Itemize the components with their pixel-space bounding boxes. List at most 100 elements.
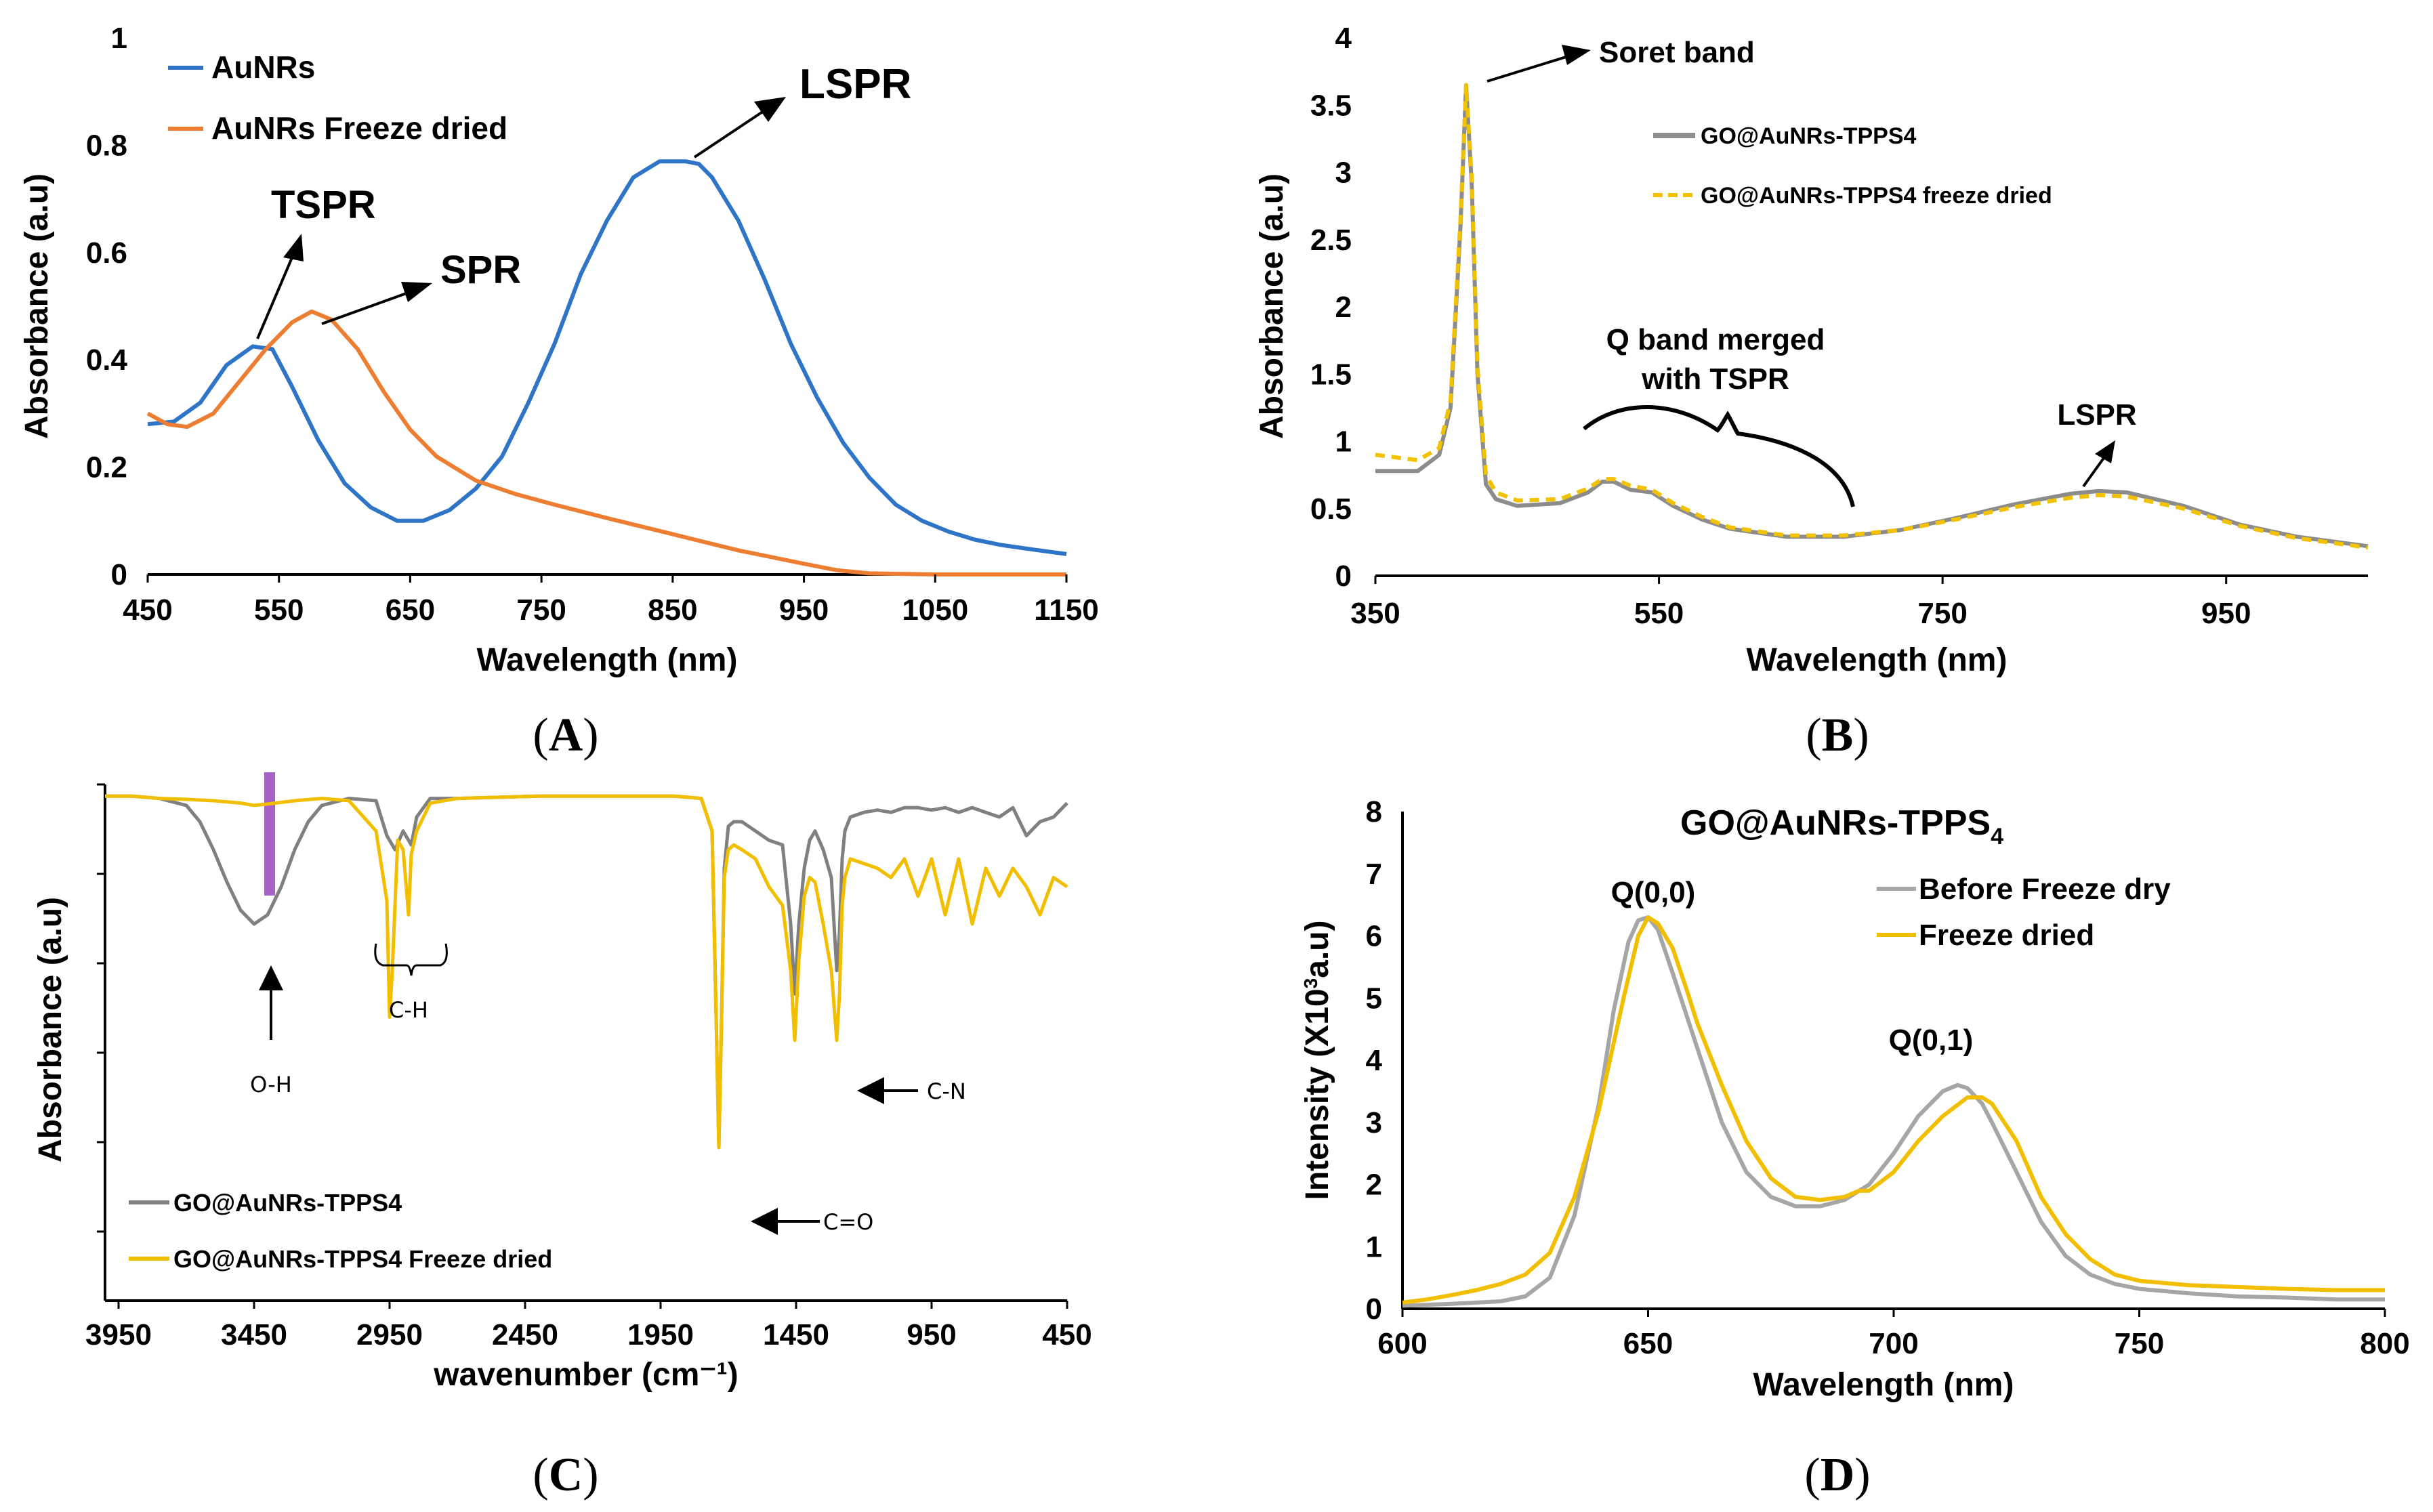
panel-a-x-tick-label: 850 — [648, 593, 697, 627]
panel-d-title-sub: 4 — [1991, 824, 2003, 849]
panel-a-legend-aunrs: AuNRs — [211, 49, 315, 85]
panel-c-x-tick-label: 3950 — [85, 1318, 152, 1351]
panel-a-series-2 — [146, 309, 1066, 576]
panel-a-spr-label: SPR — [440, 248, 521, 292]
panel-b-y-tick-label: 4 — [1335, 22, 1352, 55]
panel-d-y-tick-label: 0 — [1366, 1293, 1382, 1326]
panel-c-x-tick-label: 950 — [907, 1318, 956, 1351]
panel-b-soret-arrow-line — [1486, 54, 1571, 83]
panel-c-y-label: Absorbance (a.u) — [33, 897, 68, 1162]
panel-d-y-label: Intensity (X103a.u) — [1299, 920, 1335, 1200]
panel-c-caption: (C) — [533, 1449, 598, 1501]
panel-c-cn-label: C-N — [927, 1078, 966, 1104]
panel-b-qband-label-2: with TSPR — [1641, 362, 1789, 396]
panel-d-y-tick-label: 5 — [1366, 982, 1382, 1015]
panel-d-y-tick-label: 1 — [1366, 1230, 1382, 1263]
panel-b-x-label: Wavelength (nm) — [1747, 642, 2008, 678]
panel-b-legend-1: GO@AuNRs-TPPS4 — [1701, 123, 1917, 149]
panel-d-y-tick-label: 7 — [1366, 858, 1382, 891]
panel-b-caption: (B) — [1806, 709, 1869, 761]
panel-a-y-tick-label: 0 — [111, 558, 127, 591]
panel-c-cn-arrowhead — [857, 1077, 884, 1104]
panel-c-co-arrowhead — [751, 1208, 778, 1235]
panel-d-series-1 — [1402, 915, 2385, 1308]
panel-a-lspr-label: LSPR — [799, 61, 911, 108]
panel-a: 450 550 650 750 850 950 1050 1150 0 0.2 0.4 0.6 0.8 1… — [19, 22, 1099, 761]
panel-d-y-label-pre: Intensity (X10 — [1299, 988, 1335, 1200]
panel-c-x-tick-label: 450 — [1042, 1318, 1091, 1351]
panel-a-y-label: Absorbance (a.u) — [19, 173, 55, 439]
panel-b: 350 550 750 950 0 0.5 1 1.5 2 2.5 3 3.5 4 Wavelength… — [1254, 22, 2369, 761]
panel-a-y-tick-label: 1 — [111, 22, 127, 55]
panel-d-title: GO@AuNRs-TPPS4 — [1680, 803, 2003, 849]
panel-a-y-tick-label: 0.8 — [86, 129, 127, 162]
panel-d-y-tick-label: 8 — [1366, 795, 1382, 828]
panel-c-x-tick-label: 2450 — [492, 1318, 558, 1351]
panel-a-lspr-arrowhead — [754, 97, 786, 122]
panel-c: 3950 3450 2950 2450 1950 1450 950 450 wavenumbe… — [33, 772, 1092, 1501]
panel-b-y-tick-label: 0.5 — [1310, 492, 1352, 526]
panel-b-y-tick-label: 3.5 — [1310, 89, 1352, 122]
panel-b-series-2 — [1375, 83, 2369, 550]
panel-b-y-tick-label: 3 — [1335, 156, 1352, 190]
panel-a-x-tick-label: 650 — [386, 593, 435, 627]
panel-b-caption-letter: B — [1822, 709, 1854, 761]
panel-b-x-tick-label: 950 — [2201, 597, 2251, 630]
panel-b-y-tick-label: 0 — [1335, 560, 1352, 593]
panel-a-y-tick-label: 0.4 — [86, 343, 128, 377]
panel-c-series-1 — [105, 794, 1068, 1150]
panel-d-legend-2: Freeze dried — [1919, 919, 2094, 952]
panel-a-lspr-arrow-line — [693, 108, 767, 159]
panel-c-ch-bracket — [374, 943, 448, 976]
panel-a-x-tick-label: 950 — [779, 593, 829, 627]
panel-b-y-tick-label: 1.5 — [1310, 358, 1352, 391]
panel-d-title-main: GO@AuNRs-TPPS — [1680, 803, 1991, 843]
panel-a-spr-arrowhead — [401, 282, 432, 302]
panel-d-q00-label: Q(0,0) — [1611, 876, 1696, 909]
panel-d-x-tick-label: 700 — [1869, 1327, 1918, 1360]
panel-b-soret-arrowhead — [1562, 45, 1591, 65]
panel-c-series-2 — [105, 794, 1068, 1150]
panel-d-legend-1: Before Freeze dry — [1919, 873, 2171, 906]
panel-c-legend-1: GO@AuNRs-TPPS4 — [173, 1189, 402, 1217]
panel-d-y-label-sup: 3 — [1300, 978, 1321, 989]
panel-a-tspr-label: TSPR — [271, 183, 376, 227]
panel-b-y-tick-label: 2.5 — [1310, 224, 1352, 257]
panel-d-q01-label: Q(0,1) — [1889, 1024, 1974, 1057]
panel-a-x-label: Wavelength (nm) — [477, 642, 738, 678]
panel-a-tspr-arrow-line — [256, 255, 294, 339]
panel-b-lspr-arrowhead — [2095, 440, 2115, 463]
panel-b-lspr-arrow-line — [2082, 454, 2107, 488]
panel-b-qband-label-1: Q band merged — [1606, 323, 1825, 356]
panel-a-legend-aunrs-freeze-dried: AuNRs Freeze dried — [211, 110, 507, 146]
panel-d-y-tick-label: 2 — [1366, 1169, 1382, 1202]
panel-c-x-tick-label: 1450 — [763, 1318, 829, 1351]
panel-c-x-tick-label: 1950 — [627, 1318, 694, 1351]
panel-d-series-2 — [1402, 915, 2385, 1305]
panel-c-ch-label: C-H — [389, 997, 428, 1023]
panel-a-x-tick-label: 1050 — [902, 593, 968, 627]
panel-a-y-tick-label: 0.2 — [86, 451, 127, 484]
panel-d-x-tick-label: 750 — [2115, 1327, 2164, 1360]
panel-a-caption-letter: A — [549, 709, 583, 761]
panel-c-oh-arrowhead — [259, 965, 283, 990]
panel-b-x-tick-label: 750 — [1917, 597, 1967, 630]
panel-a-spr-arrow-line — [321, 290, 413, 325]
panel-b-lspr-label: LSPR — [2057, 398, 2136, 432]
panel-a-series-1 — [147, 159, 1067, 556]
panel-d-y-tick-label: 6 — [1366, 920, 1382, 953]
panel-c-oh-highlight-bar — [264, 772, 275, 896]
panel-b-y-label: Absorbance (a.u) — [1254, 173, 1290, 439]
panel-b-series-1 — [1375, 83, 2369, 549]
panel-d-x-tick-label: 800 — [2360, 1327, 2409, 1360]
panel-b-legend-2: GO@AuNRs-TPPS4 freeze dried — [1701, 183, 2052, 209]
panel-a-x-tick-label: 1150 — [1034, 593, 1098, 627]
panel-c-x-tick-label: 2950 — [356, 1318, 423, 1351]
panel-c-caption-letter: C — [549, 1449, 583, 1501]
panel-b-y-tick-label: 2 — [1335, 291, 1352, 324]
panel-a-x-tick-label: 450 — [123, 593, 172, 627]
panel-d-caption-letter: D — [1821, 1449, 1855, 1501]
panel-d-caption: (D) — [1804, 1449, 1870, 1501]
panel-d-y-label-post: a.u) — [1299, 920, 1335, 978]
